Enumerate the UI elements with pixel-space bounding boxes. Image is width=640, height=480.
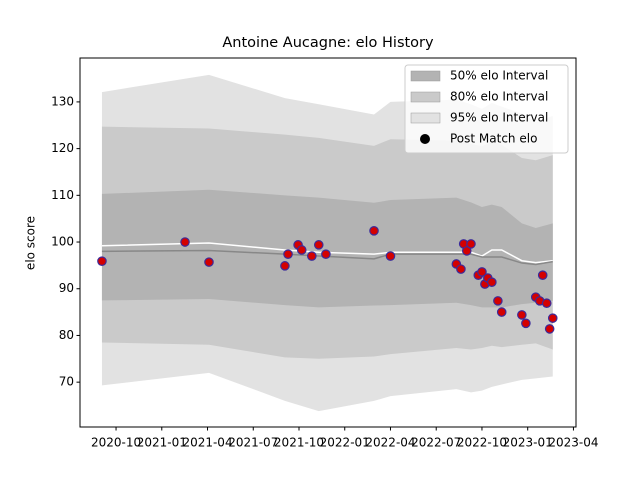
x-tick-label: 2021-07: [228, 436, 278, 450]
x-tick-label: 2022-01: [320, 436, 370, 450]
y-tick-label: 90: [59, 281, 74, 295]
legend-swatch: [410, 91, 441, 103]
match-point: [204, 257, 214, 267]
match-point: [544, 324, 555, 334]
y-tick-label: 80: [59, 328, 74, 342]
match-point: [477, 267, 487, 277]
legend-label: 95% elo Interval: [450, 111, 548, 125]
match-point: [369, 226, 379, 236]
match-point: [385, 251, 396, 261]
match-point: [521, 318, 531, 329]
match-point: [541, 298, 552, 309]
match-point: [313, 240, 324, 250]
interval-band: [101, 189, 553, 308]
legend-swatch: [410, 112, 441, 124]
match-point: [307, 251, 317, 261]
match-point: [517, 310, 527, 320]
legend-box: [404, 64, 569, 154]
y-axis-label: elo score: [24, 216, 38, 270]
x-tick-label: 2021-04: [182, 436, 232, 450]
match-point: [496, 307, 507, 317]
x-tick-label: 2022-07: [411, 436, 461, 450]
chart-title: Antoine Aucagne: elo History: [222, 35, 434, 51]
match-point: [493, 296, 503, 306]
legend-label: 80% elo Interval: [450, 90, 548, 104]
match-point: [283, 249, 293, 259]
match-point: [547, 313, 558, 323]
match-point: [456, 264, 466, 274]
x-tick-label: 2021-10: [274, 436, 324, 450]
match-point: [466, 239, 476, 249]
legend-marker: [420, 134, 430, 144]
legend: 50% elo Interval 80% elo Interval 95% elo …: [404, 64, 569, 154]
legend-label: 50% elo Interval: [450, 69, 548, 83]
x-tick-label: 2023-01: [503, 436, 553, 450]
y-tick-label: 130: [51, 94, 74, 108]
match-point: [180, 237, 190, 247]
x-tick-label: 2022-10: [457, 436, 507, 450]
x-tick-label: 2020-10: [91, 436, 141, 450]
match-point: [97, 256, 107, 266]
match-point: [461, 246, 472, 256]
match-point: [487, 277, 497, 288]
y-tick-label: 100: [51, 235, 74, 249]
x-tick-label: 2023-04: [548, 436, 598, 450]
y-tick-label: 120: [51, 141, 74, 155]
y-tick-label: 70: [59, 375, 74, 389]
legend-swatch: [410, 70, 441, 82]
x-tick-label: 2022-04: [365, 436, 415, 450]
x-tick-label: 2021-01: [137, 436, 187, 450]
match-point: [296, 245, 307, 255]
match-point: [280, 261, 290, 271]
y-tick-label: 110: [51, 188, 74, 202]
match-point: [321, 249, 331, 259]
match-point: [537, 270, 548, 280]
legend-label: Post Match elo: [450, 132, 537, 146]
